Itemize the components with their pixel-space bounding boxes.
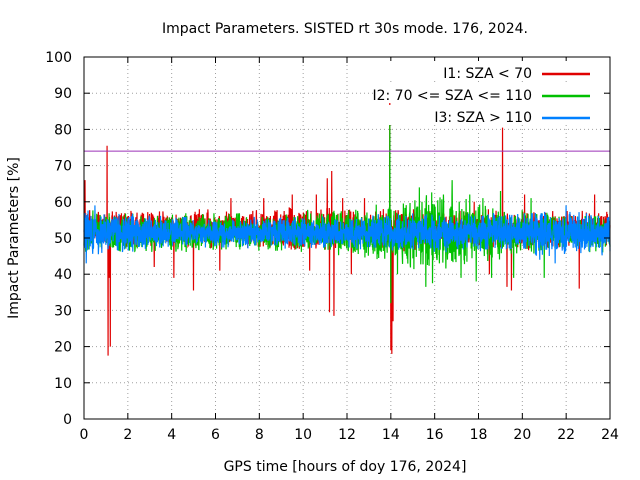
x-tick-label: 18 xyxy=(470,427,488,443)
x-tick-label: 20 xyxy=(513,427,531,443)
y-tick-label: 20 xyxy=(54,340,72,356)
legend-background xyxy=(376,105,602,125)
legend: I1: SZA < 70 I2: 70 <= SZA <= 110 I3: SZA … xyxy=(372,61,602,126)
legend-background xyxy=(376,61,602,81)
series-line-3 xyxy=(83,205,611,264)
legend-label: I2: 70 <= SZA <= 110 xyxy=(372,88,532,104)
plot-series xyxy=(83,98,611,356)
legend-background xyxy=(376,83,602,103)
y-tick-label: 0 xyxy=(63,412,72,428)
x-axis-label: GPS time [hours of doy 176, 2024] xyxy=(224,459,467,475)
x-tick-label: 22 xyxy=(557,427,575,443)
chart-title: Impact Parameters. SISTED rt 30s mode. 1… xyxy=(162,21,528,37)
y-tick-label: 50 xyxy=(54,231,72,247)
x-tick-label: 24 xyxy=(601,427,619,443)
y-tick-label: 60 xyxy=(54,195,72,211)
legend-label: I1: SZA < 70 xyxy=(443,66,532,82)
y-tick-label: 90 xyxy=(54,86,72,102)
y-tick-label: 80 xyxy=(54,122,72,138)
y-tick-label: 70 xyxy=(54,159,72,175)
x-tick-label: 8 xyxy=(255,427,264,443)
x-tick-label: 4 xyxy=(167,427,176,443)
x-tick-label: 10 xyxy=(294,427,312,443)
y-tick-label: 100 xyxy=(45,50,72,66)
x-tick-label: 2 xyxy=(123,427,132,443)
y-tick-label: 30 xyxy=(54,303,72,319)
x-tick-label: 12 xyxy=(338,427,356,443)
x-tick-label: 0 xyxy=(80,427,89,443)
y-axis-label: Impact Parameters [%] xyxy=(6,157,22,319)
y-tick-label: 40 xyxy=(54,267,72,283)
x-tick-label: 14 xyxy=(382,427,400,443)
axis-ticks: 0 2 4 6 8 10 12 14 16 18 20 22 240102030405060708090… xyxy=(45,50,619,443)
y-tick-label: 10 xyxy=(54,376,72,392)
x-tick-label: 16 xyxy=(426,427,444,443)
x-tick-label: 6 xyxy=(211,427,220,443)
legend-label: I3: SZA > 110 xyxy=(434,110,532,126)
